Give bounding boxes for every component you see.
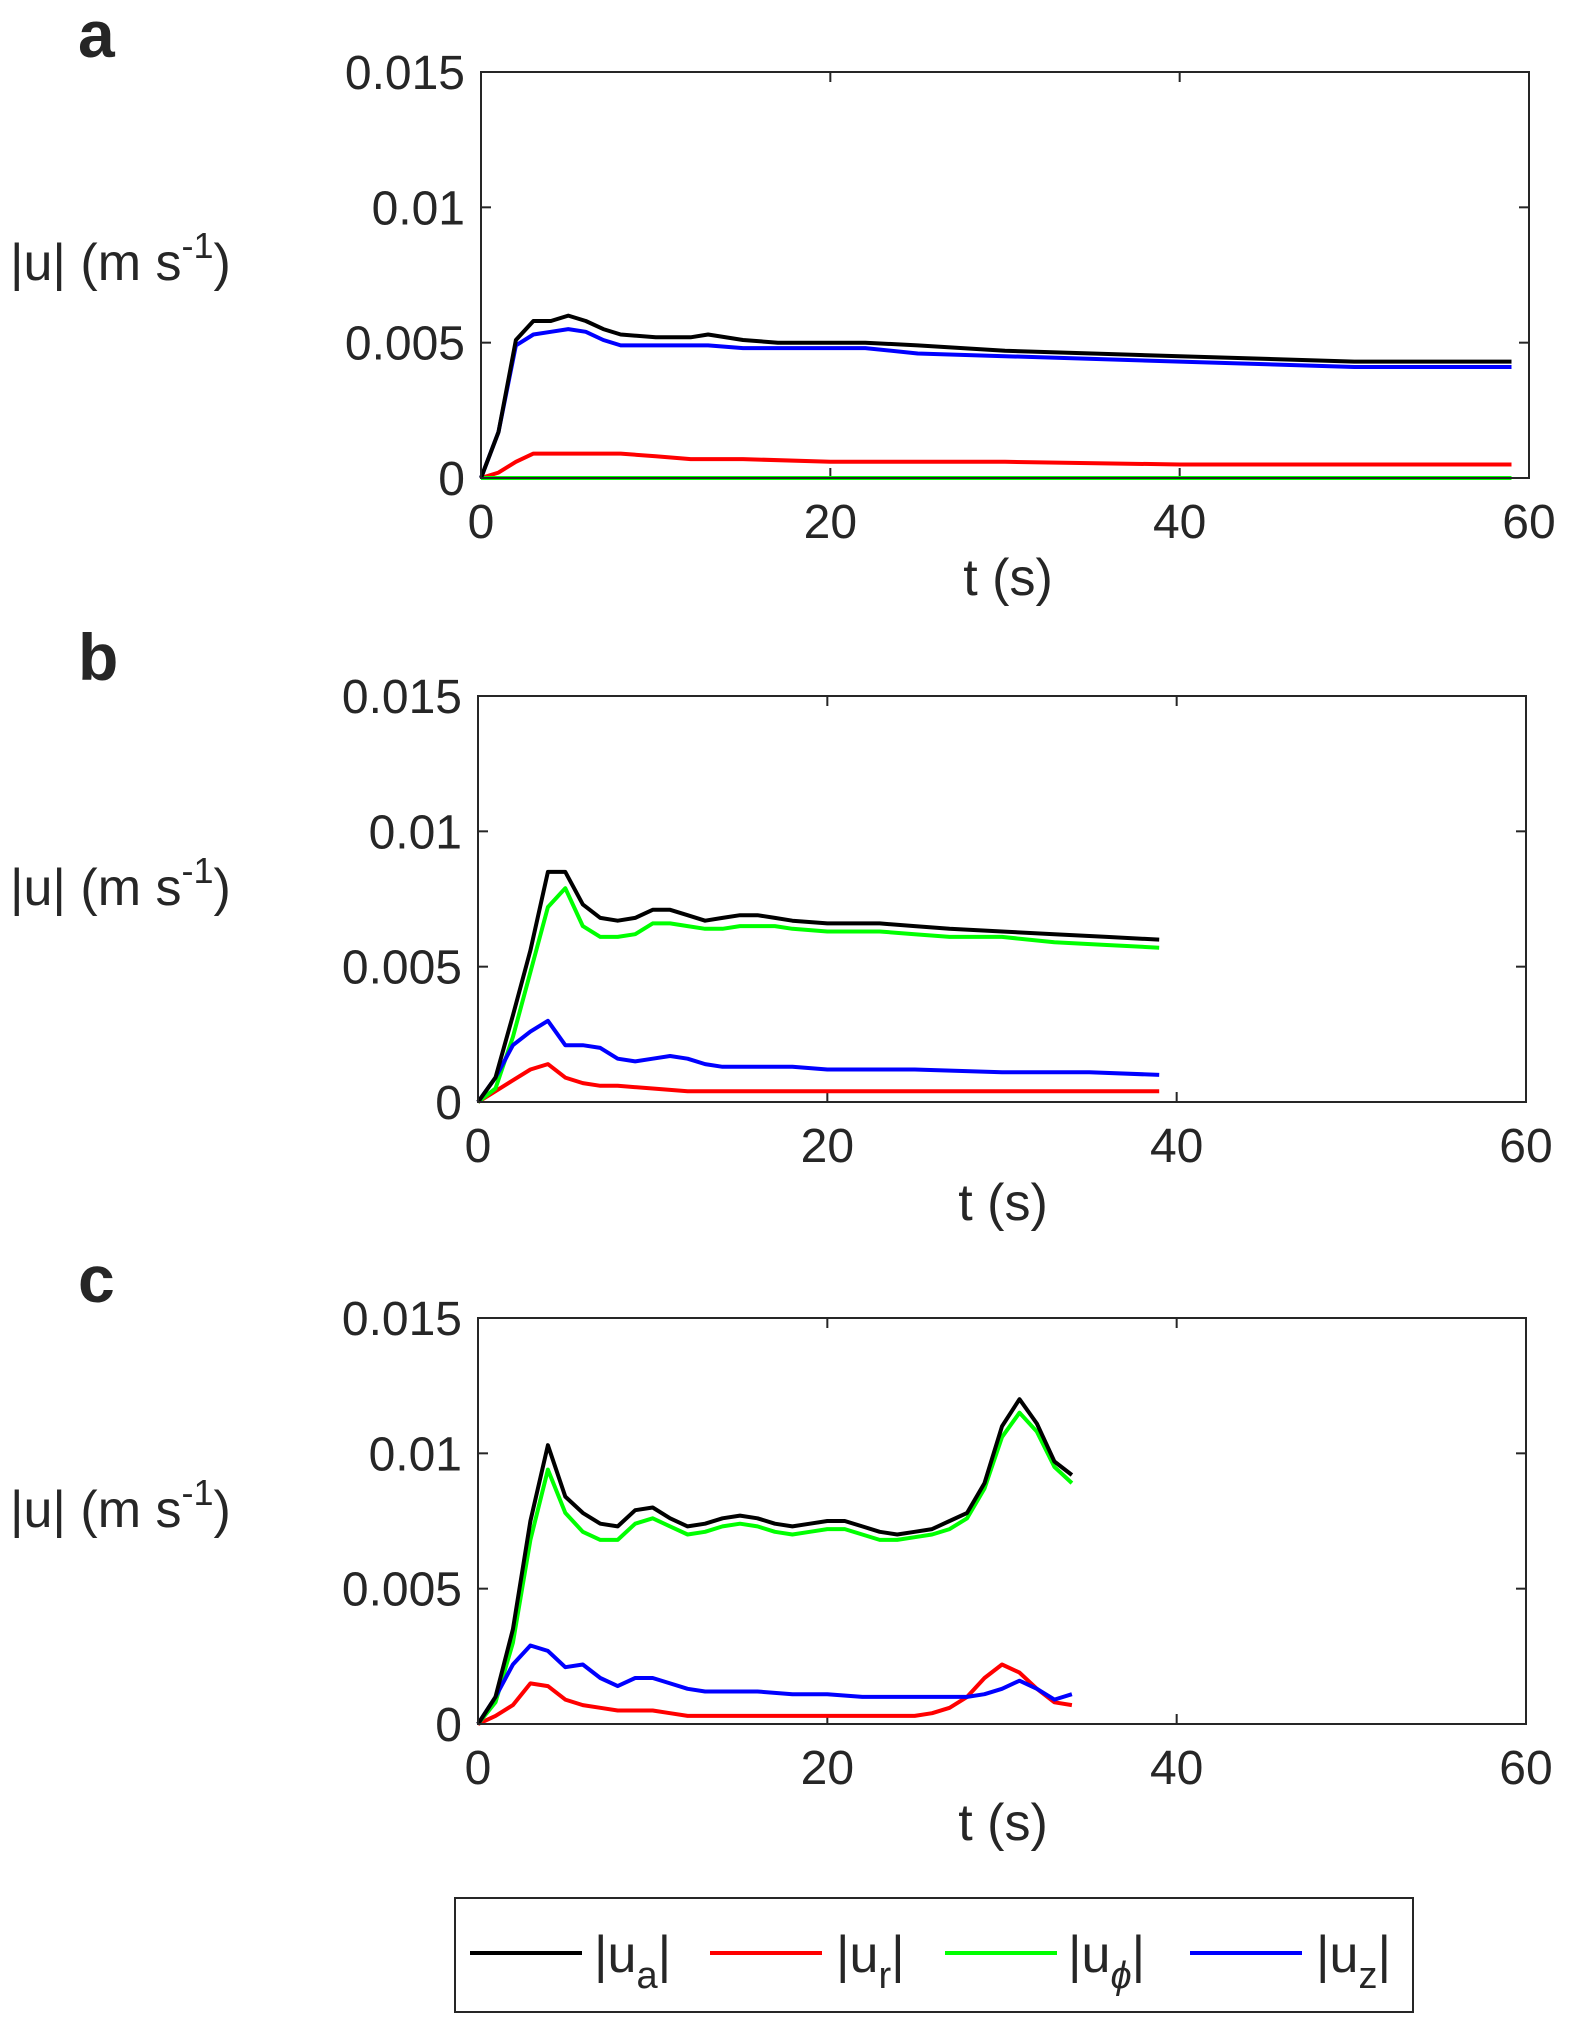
y-tick-label: 0: [438, 453, 465, 506]
series-line-ur: [476, 1062, 1160, 1104]
y-axis-label-close: ): [213, 1481, 230, 1539]
series-layer: [476, 869, 1160, 1104]
series-line-uz: [476, 1643, 1073, 1726]
y-axis-label-base: |u| (m s: [10, 859, 181, 917]
x-tick-label: 40: [1153, 496, 1206, 549]
y-axis-label-close: ): [213, 859, 230, 917]
x-tick-label: 40: [1150, 1120, 1203, 1173]
y-tick-label: 0: [435, 1699, 462, 1752]
x-tick-label: 40: [1150, 1742, 1203, 1795]
axes-box: [477, 695, 1527, 1103]
y-axis-label: |u| (m s-1): [10, 1472, 231, 1539]
axes-box: [477, 1317, 1527, 1725]
y-tick-label: 0.01: [369, 806, 462, 859]
panel-label: a: [78, 0, 116, 71]
legend-entry-ur: |ur|: [710, 1926, 905, 1997]
x-tick-label: 0: [465, 1742, 492, 1795]
y-tick-label: 0.005: [342, 1564, 462, 1617]
series-line-uphi: [476, 886, 1160, 1104]
y-axis-label-base: |u| (m s: [10, 1481, 181, 1539]
x-axis-label: t (s): [958, 1794, 1048, 1852]
series-layer: [476, 1397, 1074, 1726]
y-axis-label-close: ): [213, 234, 230, 292]
x-tick-label: 60: [1499, 1742, 1552, 1795]
y-tick-label: 0.005: [345, 318, 465, 371]
y-tick-label: 0.005: [342, 942, 462, 995]
legend-label: |ur|: [836, 1926, 905, 1997]
y-axis-label: |u| (m s-1): [10, 850, 231, 917]
axes-box: [480, 71, 1530, 479]
series-line-ur: [477, 1662, 1073, 1726]
series-line-ua: [479, 313, 1512, 479]
x-tick-label: 20: [801, 1742, 854, 1795]
y-tick-label: 0.015: [345, 47, 465, 100]
legend-label: |ua|: [594, 1926, 671, 1997]
panel-label: b: [78, 620, 118, 694]
panel-b: b |u| (m s-1) t (s) 0 20 40 60 0 0.005 0.01 0.0…: [10, 620, 1553, 1232]
y-axis-label-sup: -1: [181, 1472, 213, 1513]
y-axis-label-sup: -1: [181, 225, 213, 266]
series-line-ua: [476, 1397, 1074, 1726]
x-tick-label: 0: [465, 1120, 492, 1173]
y-tick-label: 0.01: [369, 1428, 462, 1481]
tick-group: 0 20 40 60 0 0.005 0.01 0.015: [342, 1293, 1553, 1795]
legend-label: |uϕ|: [1068, 1926, 1145, 1997]
legend: |ua| |ur| |uϕ| |uz|: [454, 1897, 1414, 2013]
panel-label: c: [78, 1242, 115, 1316]
y-axis-label-sup: -1: [181, 850, 213, 891]
series-line-ur: [480, 451, 1512, 480]
x-axis-label: t (s): [963, 549, 1053, 607]
y-tick-label: 0.01: [372, 182, 465, 235]
y-axis-label: |u| (m s-1): [10, 225, 231, 292]
series-line-ua: [476, 869, 1160, 1104]
series-line-uphi: [476, 1410, 1074, 1726]
series-line-uz: [479, 327, 1512, 479]
legend-entry-uphi: |uϕ|: [945, 1926, 1145, 1997]
x-tick-label: 0: [468, 496, 495, 549]
legend-entry-uz: |uz|: [1190, 1926, 1391, 1997]
tick-group: 0 20 40 60 0 0.005 0.01 0.015: [345, 47, 1556, 549]
x-tick-label: 20: [804, 496, 857, 549]
y-tick-label: 0: [435, 1077, 462, 1130]
y-tick-label: 0.015: [342, 1293, 462, 1346]
series-line-uz: [476, 1018, 1160, 1104]
x-axis-label: t (s): [958, 1174, 1048, 1232]
x-tick-label: 20: [801, 1120, 854, 1173]
panel-c: c |u| (m s-1) t (s) 0 20 40 60 0 0.005 0.01 0.0…: [10, 1242, 1553, 1852]
tick-group: 0 20 40 60 0 0.005 0.01 0.015: [342, 671, 1553, 1173]
y-tick-label: 0.015: [342, 671, 462, 724]
legend-entry-ua: |ua|: [470, 1926, 671, 1997]
legend-label: |uz|: [1316, 1926, 1391, 1997]
x-tick-label: 60: [1502, 496, 1555, 549]
x-tick-label: 60: [1499, 1120, 1552, 1173]
y-axis-label-base: |u| (m s: [10, 234, 181, 292]
panel-a: a |u| (m s-1) t (s) 0 20 40 60 0 0.005 0.01 0.0…: [10, 0, 1556, 607]
